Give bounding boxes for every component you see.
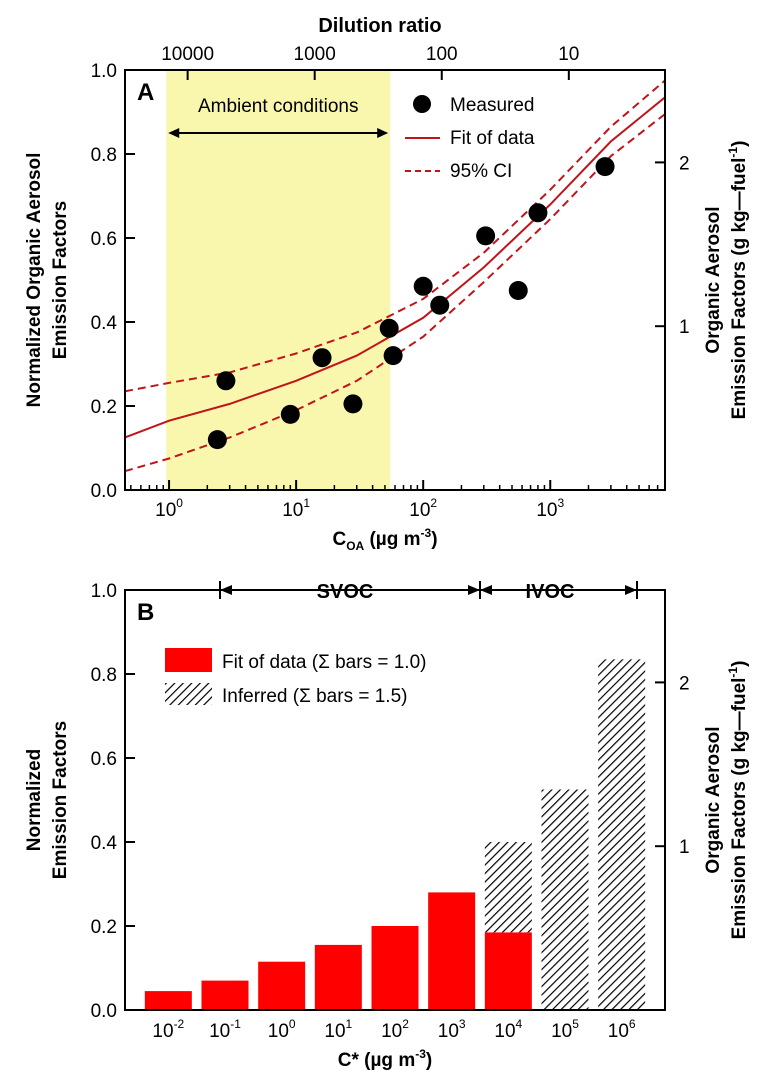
y-tick-label: 0.8 (91, 145, 117, 166)
panel-a-letter: A (137, 79, 154, 106)
x-tick-label: 100 (155, 496, 183, 521)
x-category-label: 106 (608, 1017, 636, 1042)
legend-a: Measured Fit of data 95% CI (405, 95, 535, 182)
y-tick-label: 0.4 (91, 313, 118, 334)
bar-fit (371, 926, 419, 1010)
y-tick-label: 1.0 (91, 61, 117, 82)
right-axis-title-b-line1: Organic Aerosol (703, 726, 724, 873)
legend-swatch-inferred (165, 683, 212, 705)
measured-point (508, 281, 528, 300)
x-category-label: 100 (268, 1017, 296, 1042)
bar-fit (144, 991, 192, 1010)
y-axis-title-b-line2: Emission Factors (50, 721, 71, 879)
legend-b: Fit of data (Σ bars = 1.0) Inferred (Σ b… (165, 648, 426, 707)
measured-point (476, 226, 496, 246)
right-tick-label: 1 (679, 317, 690, 338)
measured-point (343, 394, 363, 414)
y-tick-label: 0.0 (91, 1001, 117, 1022)
x-tick-label: 101 (282, 496, 310, 521)
legend-label-ci: 95% CI (450, 161, 512, 182)
measured-point (280, 404, 300, 424)
top-tick-label: 1000 (294, 44, 336, 65)
right-tick-label: 1 (679, 837, 690, 858)
legend-label-inferred: Inferred (Σ bars = 1.5) (222, 686, 407, 707)
bar-fit (201, 980, 249, 1010)
x-category-label: 103 (438, 1017, 466, 1042)
measured-point (413, 276, 433, 296)
x-category-label: 102 (381, 1017, 409, 1042)
ambient-arrow (168, 128, 389, 138)
x-category-label: 10-2 (152, 1017, 184, 1042)
y-axis-title-b-line1: Normalized (24, 749, 45, 851)
x-tick-label: 103 (536, 496, 564, 521)
x-category-label: 10-1 (209, 1017, 241, 1042)
x-axis-title-b: C* (µg m-3) (338, 1047, 432, 1071)
measured-point (528, 203, 548, 223)
right-axis-title-b-line2: Emission Factors (g kg—fuel-1) (726, 661, 750, 940)
bar-inferred (598, 659, 646, 1010)
y-tick-label: 0.2 (91, 917, 117, 938)
top-tick-label: 10 (558, 44, 579, 65)
ambient-conditions-label: Ambient conditions (198, 96, 359, 117)
bar-fit (484, 932, 532, 1010)
measured-point (383, 346, 403, 366)
volatility-ranges: SVOC IVOC (219, 581, 638, 603)
bar-fit (258, 961, 306, 1010)
y-tick-label: 0.4 (91, 833, 118, 854)
measured-point (312, 348, 332, 368)
bar-inferred (484, 842, 532, 933)
measured-point (216, 371, 236, 391)
legend-label-fit-b: Fit of data (Σ bars = 1.0) (222, 652, 426, 673)
svoc-label: SVOC (317, 581, 374, 603)
measured-point (595, 157, 615, 177)
x-category-label: 104 (494, 1017, 522, 1042)
ambient-conditions-region (166, 70, 391, 490)
y-tick-label: 0.2 (91, 397, 117, 418)
y-tick-label: 0.0 (91, 481, 117, 502)
panel-b: B SVOC IVOC Fit of data (Σ bars = 1.0) I… (24, 581, 750, 1071)
y-tick-label: 0.8 (91, 665, 117, 686)
right-axis-title-a-line1: Organic Aerosol (703, 206, 724, 353)
legend-label-fit: Fit of data (450, 128, 535, 149)
y-tick-label: 1.0 (91, 581, 117, 602)
legend-label-measured: Measured (450, 95, 535, 116)
panel-a: A Ambient conditions Measured Fit of dat… (24, 15, 750, 553)
x-category-label: 101 (324, 1017, 352, 1042)
legend-marker-measured (413, 95, 431, 113)
ivoc-label: IVOC (526, 581, 575, 603)
measured-point (430, 295, 450, 315)
bar-fit (314, 944, 362, 1010)
y-axis-title-a-line1: Normalized Organic Aerosol (24, 153, 45, 408)
measured-point (379, 318, 399, 338)
top-tick-label: 10000 (161, 44, 214, 65)
x-axis-title-a: COA (µg m-3) (332, 526, 437, 553)
y-axis-title-a-line2: Emission Factors (50, 201, 71, 359)
right-axis-title-a-line2: Emission Factors (g kg—fuel-1) (726, 141, 750, 420)
right-tick-label: 2 (679, 153, 690, 174)
bar-fit (428, 892, 476, 1010)
y-tick-label: 0.6 (91, 749, 117, 770)
panel-b-letter: B (137, 599, 154, 626)
legend-swatch-fit (165, 648, 212, 672)
measured-point (207, 430, 227, 450)
top-tick-label: 100 (426, 44, 458, 65)
x-category-label: 105 (551, 1017, 579, 1042)
bar-inferred (541, 789, 589, 1010)
ci-upper-line (125, 79, 665, 393)
x-tick-label: 102 (409, 496, 437, 521)
top-axis-title: Dilution ratio (318, 15, 441, 37)
right-tick-label: 2 (679, 673, 690, 694)
y-tick-label: 0.6 (91, 229, 117, 250)
